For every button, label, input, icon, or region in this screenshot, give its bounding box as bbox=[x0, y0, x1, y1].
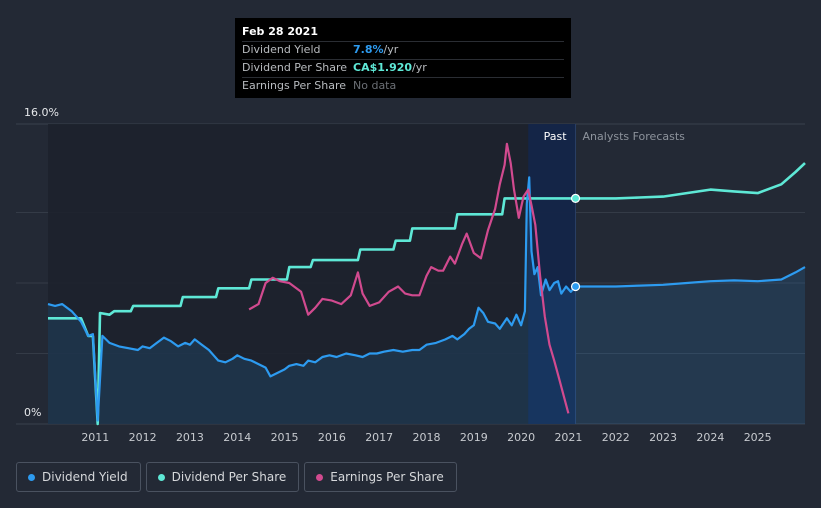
y-axis-top-label: 16.0% bbox=[24, 106, 59, 119]
x-tick-label-2016: 2016 bbox=[318, 431, 346, 444]
legend-label: Dividend Per Share bbox=[171, 470, 287, 484]
tooltip-row-earnings-per-share: Earnings Per Share No data bbox=[242, 77, 564, 95]
chart-legend: Dividend Yield Dividend Per Share Earnin… bbox=[16, 462, 457, 492]
legend-label: Earnings Per Share bbox=[330, 470, 444, 484]
highlight-region bbox=[528, 124, 576, 424]
tooltip-label: Dividend Per Share bbox=[242, 61, 348, 74]
x-tick-label-2011: 2011 bbox=[81, 431, 109, 444]
analysts-forecasts-label: Analysts Forecasts bbox=[583, 130, 686, 143]
chart-tooltip: Feb 28 2021 Dividend Yield 7.8% /yr Divi… bbox=[235, 18, 571, 98]
chart-markers bbox=[570, 193, 581, 292]
legend-dividend-per-share[interactable]: Dividend Per Share bbox=[145, 462, 300, 492]
x-tick-label-2017: 2017 bbox=[365, 431, 393, 444]
earnings-per-share-line bbox=[248, 142, 570, 414]
x-tick-label-2013: 2013 bbox=[176, 431, 204, 444]
past-region bbox=[48, 124, 576, 424]
x-tick-label-2020: 2020 bbox=[507, 431, 535, 444]
chart-regions bbox=[48, 124, 577, 424]
tooltip-value: CA$1.920 bbox=[353, 61, 413, 74]
chart-area-fills bbox=[48, 177, 805, 424]
tooltip-value: 7.8% bbox=[353, 43, 384, 56]
tooltip-unit: /yr bbox=[383, 43, 399, 56]
dividend-yield-line bbox=[47, 176, 806, 422]
x-tick-label-2019: 2019 bbox=[460, 431, 488, 444]
dividend-per-share-marker bbox=[570, 193, 581, 203]
legend-dot-icon bbox=[316, 473, 324, 481]
dividend-yield-marker bbox=[570, 281, 581, 292]
dividend-yield-area bbox=[48, 177, 805, 424]
tooltip-label: Earnings Per Share bbox=[242, 79, 347, 92]
tooltip-row-dividend-per-share: Dividend Per Share CA$1.920 /yr bbox=[242, 59, 564, 77]
chart-series-lines bbox=[47, 142, 806, 426]
tooltip-label: Dividend Yield bbox=[242, 43, 321, 56]
past-label: Past bbox=[544, 130, 568, 143]
x-tick-label-2023: 2023 bbox=[649, 431, 677, 444]
dividend-chart: 16.0% 0% Past Analysts Forecasts 2011 2012 201… bbox=[16, 106, 806, 444]
legend-dot-icon bbox=[28, 473, 35, 481]
x-tick-label-2024: 2024 bbox=[696, 431, 724, 444]
tooltip-value: No data bbox=[353, 79, 397, 92]
x-tick-label-2018: 2018 bbox=[413, 431, 441, 444]
y-axis-bottom-label: 0% bbox=[24, 406, 41, 419]
x-tick-label-2014: 2014 bbox=[223, 431, 251, 444]
x-tick-label-2012: 2012 bbox=[129, 431, 157, 444]
tooltip-unit: /yr bbox=[412, 61, 427, 74]
x-tick-label-2022: 2022 bbox=[602, 431, 630, 444]
legend-dividend-yield[interactable]: Dividend Yield bbox=[16, 462, 141, 492]
dividend-per-share-line bbox=[48, 162, 806, 426]
legend-dot-icon bbox=[157, 473, 165, 481]
chart-labels: 16.0% 0% Past Analysts Forecasts 2011 2012 201… bbox=[24, 106, 772, 444]
x-tick-label-2021: 2021 bbox=[554, 431, 582, 444]
tooltip-row-dividend-yield: Dividend Yield 7.8% /yr bbox=[242, 41, 564, 59]
legend-earnings-per-share[interactable]: Earnings Per Share bbox=[304, 462, 457, 492]
legend-label: Dividend Yield bbox=[42, 470, 128, 484]
tooltip-date: Feb 28 2021 bbox=[242, 25, 318, 38]
x-tick-label-2025: 2025 bbox=[744, 431, 772, 444]
x-tick-label-2015: 2015 bbox=[271, 431, 299, 444]
